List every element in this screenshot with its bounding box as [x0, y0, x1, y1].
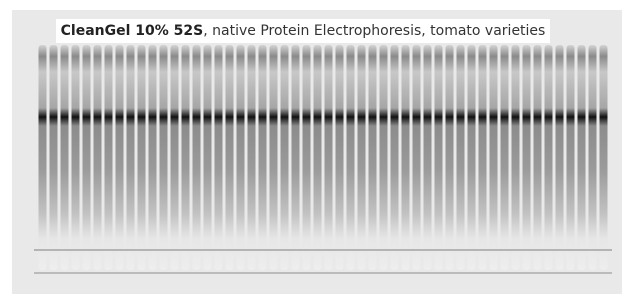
lane [413, 45, 421, 270]
lane [446, 45, 454, 270]
lane [259, 45, 267, 270]
lane [314, 45, 322, 270]
caption-rest: , native Protein Electrophoresis, tomato… [203, 23, 545, 39]
lane [512, 45, 520, 270]
lane [380, 45, 388, 270]
lane [281, 45, 289, 270]
lane [369, 45, 377, 270]
lane [358, 45, 366, 270]
gel-image [0, 0, 628, 299]
lane [171, 45, 179, 270]
lane [270, 45, 278, 270]
lane [589, 45, 597, 270]
lane [193, 45, 201, 270]
lane [226, 45, 234, 270]
lane [523, 45, 531, 270]
lane [204, 45, 212, 270]
lane [248, 45, 256, 270]
lane [457, 45, 465, 270]
lane [490, 45, 498, 270]
lane [556, 45, 564, 270]
lane [479, 45, 487, 270]
lane [292, 45, 300, 270]
lane [424, 45, 432, 270]
lane [347, 45, 355, 270]
lane [39, 45, 47, 270]
page: {"title": {"bold": "CleanGel 10% 52S", "… [0, 0, 628, 299]
lane [303, 45, 311, 270]
lane [336, 45, 344, 270]
lane [61, 45, 69, 270]
lane [545, 45, 553, 270]
lane [600, 45, 608, 270]
lane [567, 45, 575, 270]
lane [182, 45, 190, 270]
lane [325, 45, 333, 270]
caption-bold: CleanGel 10% 52S [61, 23, 204, 39]
lane [50, 45, 58, 270]
lane [435, 45, 443, 270]
lane [402, 45, 410, 270]
lane [127, 45, 135, 270]
lane [105, 45, 113, 270]
lane [149, 45, 157, 270]
caption: CleanGel 10% 52S, native Protein Electro… [56, 19, 550, 43]
lane [160, 45, 168, 270]
lane [237, 45, 245, 270]
lane [578, 45, 586, 270]
lane [501, 45, 509, 270]
lane [215, 45, 223, 270]
lane [468, 45, 476, 270]
lane [116, 45, 124, 270]
lane [138, 45, 146, 270]
lane [72, 45, 80, 270]
lane [391, 45, 399, 270]
lane [534, 45, 542, 270]
lane [83, 45, 91, 270]
lane [94, 45, 102, 270]
